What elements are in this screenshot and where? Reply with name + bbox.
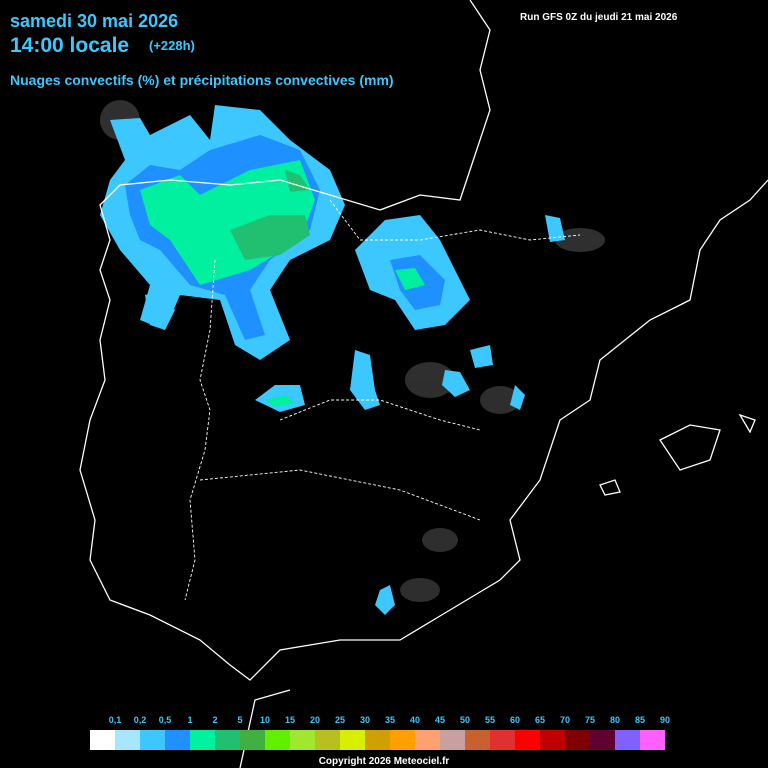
subtitle: Nuages convectifs (%) et précipitations …	[10, 72, 394, 88]
legend-swatch	[215, 730, 240, 750]
legend-label: 30	[360, 715, 370, 725]
legend-swatch	[415, 730, 440, 750]
legend-swatch	[440, 730, 465, 750]
legend-label: 15	[285, 715, 295, 725]
legend-swatch	[240, 730, 265, 750]
precipitation	[100, 105, 565, 615]
coastlines	[79, 0, 768, 768]
legend-label: 0,2	[134, 715, 147, 725]
legend-label: 50	[460, 715, 470, 725]
legend-label: 55	[485, 715, 495, 725]
legend-swatch	[515, 730, 540, 750]
lead-time: (+228h)	[149, 38, 195, 53]
run-info: Run GFS 0Z du jeudi 21 mai 2026	[520, 12, 678, 23]
legend-swatch	[365, 730, 390, 750]
legend-swatch	[115, 730, 140, 750]
legend-label: 35	[385, 715, 395, 725]
legend-swatch	[340, 730, 365, 750]
legend-swatch	[640, 730, 665, 750]
legend-label: 0,5	[159, 715, 172, 725]
date-title: samedi 30 mai 2026	[10, 11, 178, 31]
legend-swatch	[190, 730, 215, 750]
legend-label: 1	[187, 715, 192, 725]
legend-swatch	[265, 730, 290, 750]
legend-swatch	[565, 730, 590, 750]
legend-swatch	[315, 730, 340, 750]
legend-swatch	[590, 730, 615, 750]
legend-swatch	[90, 730, 115, 750]
legend-label: 70	[560, 715, 570, 725]
copyright: Copyright 2026 Meteociel.fr	[319, 756, 450, 767]
legend-label: 2	[212, 715, 217, 725]
legend-label: 40	[410, 715, 420, 725]
legend-label: 0,1	[109, 715, 122, 725]
legend-swatch	[390, 730, 415, 750]
legend-swatch	[615, 730, 640, 750]
legend: 0,1 0,2 0,5 1 2 5 10 15 20 25 30 35 40 45 50 55 60 65 70 75…	[90, 715, 670, 750]
legend-label: 85	[635, 715, 645, 725]
legend-swatch	[490, 730, 515, 750]
time-title: 14:00 locale	[10, 34, 129, 57]
legend-label: 90	[660, 715, 670, 725]
legend-swatch	[540, 730, 565, 750]
legend-label: 20	[310, 715, 320, 725]
legend-label: 10	[260, 715, 270, 725]
legend-label: 25	[335, 715, 345, 725]
legend-label: 60	[510, 715, 520, 725]
legend-label: 80	[610, 715, 620, 725]
legend-label: 45	[435, 715, 445, 725]
legend-label: 75	[585, 715, 595, 725]
legend-swatch	[465, 730, 490, 750]
legend-label: 5	[237, 715, 242, 725]
legend-swatch	[140, 730, 165, 750]
legend-swatch	[165, 730, 190, 750]
legend-swatch	[290, 730, 315, 750]
legend-label: 65	[535, 715, 545, 725]
